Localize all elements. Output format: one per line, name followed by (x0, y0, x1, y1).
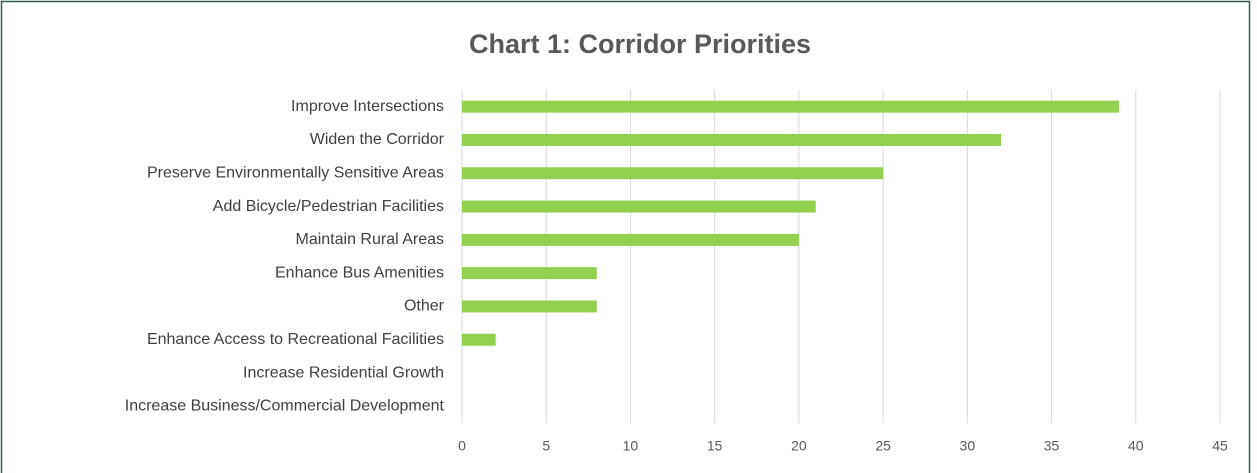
bar (462, 167, 884, 180)
chart-title: Chart 1: Corridor Priorities (469, 29, 811, 59)
x-tick-label: 40 (1128, 438, 1144, 454)
x-tick-label: 45 (1212, 438, 1228, 454)
y-tick-label: Increase Residential Growth (243, 364, 444, 381)
x-tick-label: 30 (960, 438, 976, 454)
x-tick-label: 35 (1044, 438, 1060, 454)
bar (462, 233, 799, 246)
y-tick-label: Increase Business/Commercial Development (125, 398, 445, 415)
bar (462, 267, 597, 280)
x-tick-label: 15 (707, 438, 723, 454)
y-tick-label: Improve Intersections (291, 98, 444, 115)
y-tick-label: Enhance Bus Amenities (275, 264, 444, 281)
bar (462, 300, 597, 313)
bar (462, 100, 1119, 113)
bar (462, 333, 496, 346)
y-tick-label: Enhance Access to Recreational Facilitie… (147, 331, 444, 348)
x-tick-label: 20 (791, 438, 807, 454)
y-tick-label: Preserve Environmentally Sensitive Areas (147, 164, 444, 181)
x-tick-label: 10 (623, 438, 639, 454)
bar (462, 133, 1002, 146)
y-tick-label: Maintain Rural Areas (295, 231, 444, 248)
y-tick-label: Add Bicycle/Pedestrian Facilities (213, 198, 444, 215)
y-tick-label: Other (404, 298, 445, 315)
bar (462, 200, 816, 213)
x-tick-label: 5 (542, 438, 550, 454)
x-tick-label: 0 (458, 438, 466, 454)
y-tick-label: Widen the Corridor (310, 131, 445, 148)
x-tick-label: 25 (875, 438, 891, 454)
